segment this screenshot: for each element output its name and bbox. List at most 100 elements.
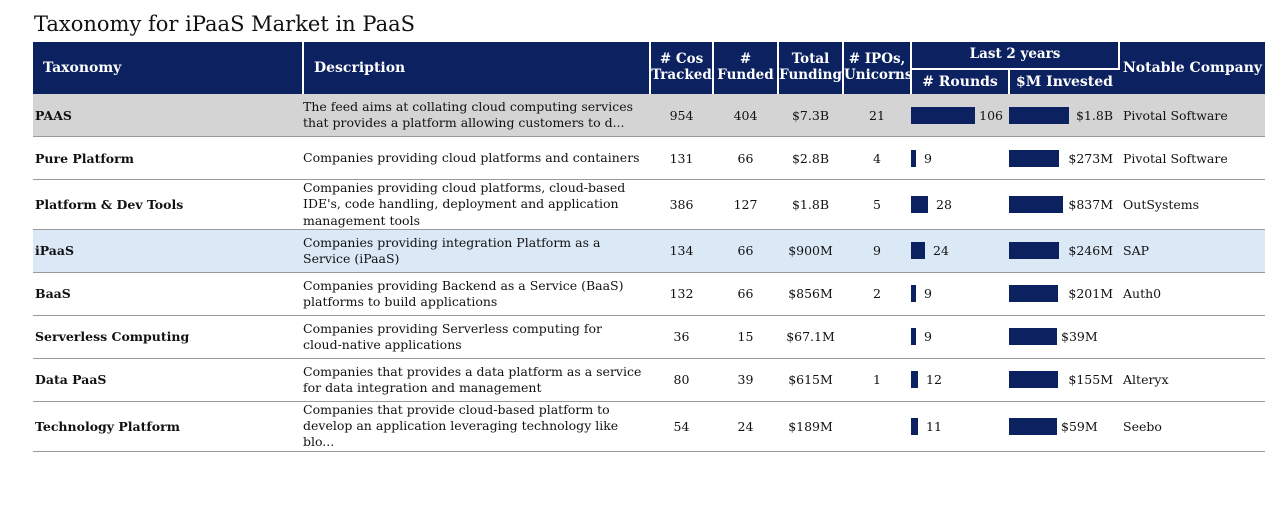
- rounds-bar-group: 106: [911, 106, 1009, 124]
- invested-bar-group: $273M: [1009, 149, 1119, 167]
- header-taxonomy: Taxonomy: [33, 42, 304, 94]
- cos-tracked-value: 80: [650, 358, 713, 402]
- table-row[interactable]: Data PaaS Companies that provides a data …: [33, 358, 1266, 402]
- rounds-cell: 28: [911, 179, 1009, 230]
- header-ipos-unicorns: # IPOs, Unicorns: [843, 42, 913, 94]
- invested-bar: [1009, 371, 1058, 389]
- header-ipos-line2: Unicorns: [844, 67, 913, 83]
- total-funding-value: $856M: [778, 272, 843, 316]
- rounds-cell: 12: [911, 358, 1009, 402]
- header-rounds: # Rounds: [911, 68, 1010, 94]
- total-funding-value: $2.8B: [778, 136, 843, 180]
- taxonomy-name: PAAS: [33, 94, 303, 137]
- invested-cell: $246M: [1009, 229, 1120, 273]
- rounds-value: 11: [926, 418, 942, 434]
- invested-bar-group: $837M: [1009, 195, 1119, 213]
- total-funding-value: $900M: [778, 229, 843, 273]
- table-row[interactable]: PAAS The feed aims at collating cloud com…: [33, 94, 1266, 137]
- taxonomy-name: Technology Platform: [33, 401, 303, 452]
- notable-company: Pivotal Software: [1119, 94, 1266, 137]
- rounds-bar-group: 28: [911, 195, 1009, 213]
- cos-tracked-value: 132: [650, 272, 713, 316]
- rounds-cell: 24: [911, 229, 1009, 273]
- rounds-bar: [911, 417, 918, 435]
- cos-tracked-value: 54: [650, 401, 713, 452]
- rounds-bar-group: 9: [911, 285, 1009, 303]
- funded-value: 66: [713, 229, 778, 273]
- page-title: Taxonomy for iPaaS Market in PaaS: [34, 12, 415, 36]
- rounds-value: 9: [924, 150, 932, 166]
- taxonomy-description: Companies providing integration Platform…: [303, 229, 650, 273]
- invested-bar: [1009, 195, 1063, 213]
- table-row[interactable]: Pure Platform Companies providing cloud p…: [33, 136, 1266, 180]
- total-funding-value: $1.8B: [778, 179, 843, 230]
- invested-cell: $273M: [1009, 136, 1120, 180]
- table-row[interactable]: Technology Platform Companies that provid…: [33, 401, 1266, 452]
- ipos-unicorns-value: [843, 315, 911, 359]
- cos-tracked-value: 954: [650, 94, 713, 137]
- invested-cell: $1.8B: [1009, 94, 1120, 137]
- invested-value: $246M: [1068, 243, 1114, 259]
- rounds-value: 28: [936, 196, 952, 212]
- table-body: PAAS The feed aims at collating cloud com…: [33, 94, 1266, 452]
- cos-tracked-value: 131: [650, 136, 713, 180]
- rounds-bar: [911, 195, 928, 213]
- cos-tracked-value: 36: [650, 315, 713, 359]
- total-funding-value: $615M: [778, 358, 843, 402]
- invested-bar: [1009, 328, 1057, 346]
- invested-bar: [1009, 285, 1058, 303]
- invested-value: $273M: [1068, 150, 1114, 166]
- rounds-value: 12: [926, 372, 942, 388]
- header-invested: $M Invested: [1009, 68, 1120, 94]
- rounds-bar-group: 9: [911, 149, 1009, 167]
- taxonomy-name: iPaaS: [33, 229, 303, 273]
- rounds-bar-group: 12: [911, 371, 1009, 389]
- cos-tracked-value: 386: [650, 179, 713, 230]
- header-total-funding-line2: Funding: [779, 67, 842, 83]
- invested-bar: [1009, 417, 1057, 435]
- header-ipos-line1: # IPOs,: [848, 51, 906, 68]
- invested-cell: $201M: [1009, 272, 1120, 316]
- header-last-2-years: Last 2 years: [911, 42, 1121, 69]
- invested-bar-group: $155M: [1009, 371, 1119, 389]
- funded-value: 404: [713, 94, 778, 137]
- funded-value: 66: [713, 136, 778, 180]
- ipos-unicorns-value: 1: [843, 358, 911, 402]
- invested-value: $1.8B: [1075, 107, 1114, 123]
- taxonomy-name: Data PaaS: [33, 358, 303, 402]
- table-row[interactable]: BaaS Companies providing Backend as a Ser…: [33, 272, 1266, 316]
- total-funding-value: $67.1M: [778, 315, 843, 359]
- ipos-unicorns-value: [843, 401, 911, 452]
- header-funded: # Funded: [713, 42, 779, 94]
- invested-cell: $39M: [1009, 315, 1120, 359]
- ipos-unicorns-value: 9: [843, 229, 911, 273]
- rounds-cell: 9: [911, 272, 1009, 316]
- table-row[interactable]: Serverless Computing Companies providing …: [33, 315, 1266, 359]
- invested-bar: [1009, 106, 1069, 124]
- taxonomy-description: The feed aims at collating cloud computi…: [303, 94, 650, 137]
- table-row[interactable]: iPaaS Companies providing integration Pla…: [33, 229, 1266, 273]
- invested-value: $201M: [1068, 286, 1114, 302]
- invested-cell: $59M: [1009, 401, 1120, 452]
- taxonomy-name: Pure Platform: [33, 136, 303, 180]
- funded-value: 39: [713, 358, 778, 402]
- header-funded-line1: #: [739, 51, 752, 68]
- invested-cell: $837M: [1009, 179, 1120, 230]
- invested-value: $39M: [1061, 329, 1098, 345]
- rounds-bar: [911, 149, 916, 167]
- invested-bar: [1009, 242, 1059, 260]
- funded-value: 15: [713, 315, 778, 359]
- rounds-bar-group: 24: [911, 242, 1009, 260]
- header-cos-tracked-line1: # Cos: [659, 51, 704, 68]
- rounds-bar: [911, 242, 925, 260]
- rounds-bar-group: 11: [911, 417, 1009, 435]
- notable-company: SAP: [1119, 229, 1266, 273]
- table-row[interactable]: Platform & Dev Tools Companies providing …: [33, 179, 1266, 230]
- invested-value: $155M: [1068, 372, 1114, 388]
- header-cos-tracked-line2: Tracked: [651, 67, 712, 83]
- rounds-bar: [911, 106, 975, 124]
- taxonomy-description: Companies that provide cloud-based platf…: [303, 401, 650, 452]
- taxonomy-description: Companies providing cloud platforms, clo…: [303, 179, 650, 230]
- rounds-cell: 106: [911, 94, 1009, 137]
- taxonomy-name: Platform & Dev Tools: [33, 179, 303, 230]
